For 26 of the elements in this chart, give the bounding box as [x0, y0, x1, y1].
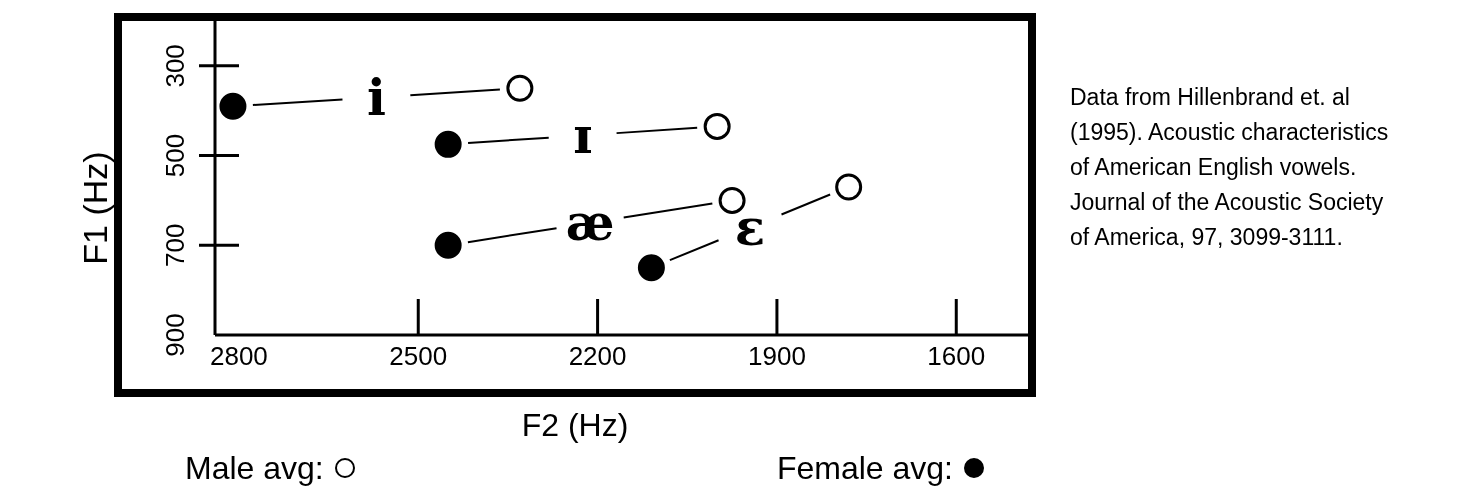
point	[703, 112, 731, 140]
x-tick-label: 2800	[209, 341, 268, 371]
point	[835, 173, 863, 201]
y-tick-label: 300	[160, 44, 190, 88]
y-tick-label: 500	[160, 133, 190, 178]
y-tick-label: 700	[160, 223, 190, 267]
legend-label: Male avg:	[185, 449, 324, 488]
annotation: i	[366, 67, 386, 127]
annotation: æ	[565, 193, 615, 253]
legend-label: Female avg:	[776, 449, 953, 488]
annotation: ɪ	[573, 105, 593, 165]
x-tick-label: 2200	[568, 341, 627, 371]
x-tick-label: 1900	[748, 341, 806, 371]
text: Data from Hillenbrand et. al (1995). Acoustic characteristics of American English vowels. Journal of the Acoustic Society of America, 97, 3099-3111.	[1070, 83, 1390, 252]
x-tick-label: 1600	[927, 341, 986, 371]
point	[434, 231, 462, 259]
point	[434, 130, 462, 158]
y-tick-label: 900	[160, 313, 190, 357]
x-axis-title: F2 (Hz)	[521, 407, 629, 443]
point	[219, 92, 247, 120]
y-axis-title: F1 (Hz)	[76, 151, 114, 265]
annotation: ɛ	[734, 197, 766, 257]
point	[718, 186, 746, 214]
x-tick-label: 2500	[389, 341, 448, 371]
point	[506, 74, 534, 102]
point	[637, 254, 665, 282]
